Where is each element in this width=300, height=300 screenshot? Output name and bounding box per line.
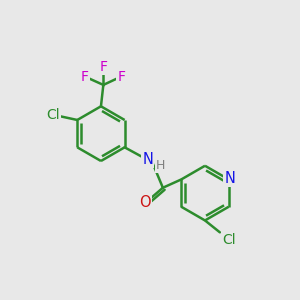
Text: F: F — [99, 60, 107, 74]
Text: Cl: Cl — [46, 108, 60, 122]
Text: O: O — [139, 195, 151, 210]
Text: N: N — [224, 171, 235, 186]
Text: Cl: Cl — [223, 233, 236, 248]
Text: F: F — [117, 70, 125, 84]
Text: N: N — [142, 152, 153, 167]
Text: H: H — [156, 159, 166, 172]
Text: F: F — [81, 70, 89, 84]
